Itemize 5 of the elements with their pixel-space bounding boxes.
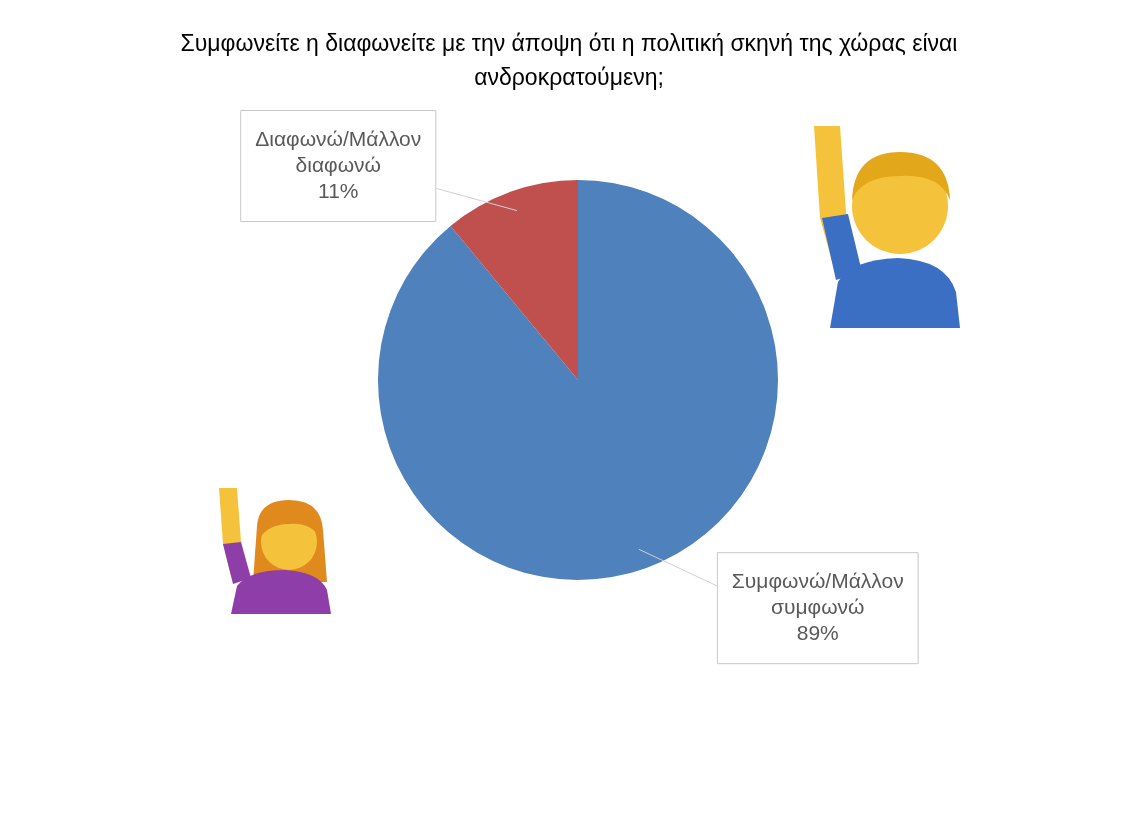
slice-label: Συμφωνώ/Μάλλον συμφωνώ [731, 568, 904, 618]
data-label: 89% [796, 620, 839, 644]
data-label: 11% [318, 178, 359, 202]
slice-label: Διαφωνώ/Μάλλον διαφωνώ [255, 126, 422, 176]
chart-title: Συμφωνείτε η διαφωνείτε με την άποψη ότι η πολιτική σκηνή της χώρας είναι ανδροκρατούμενη; [179, 29, 959, 92]
